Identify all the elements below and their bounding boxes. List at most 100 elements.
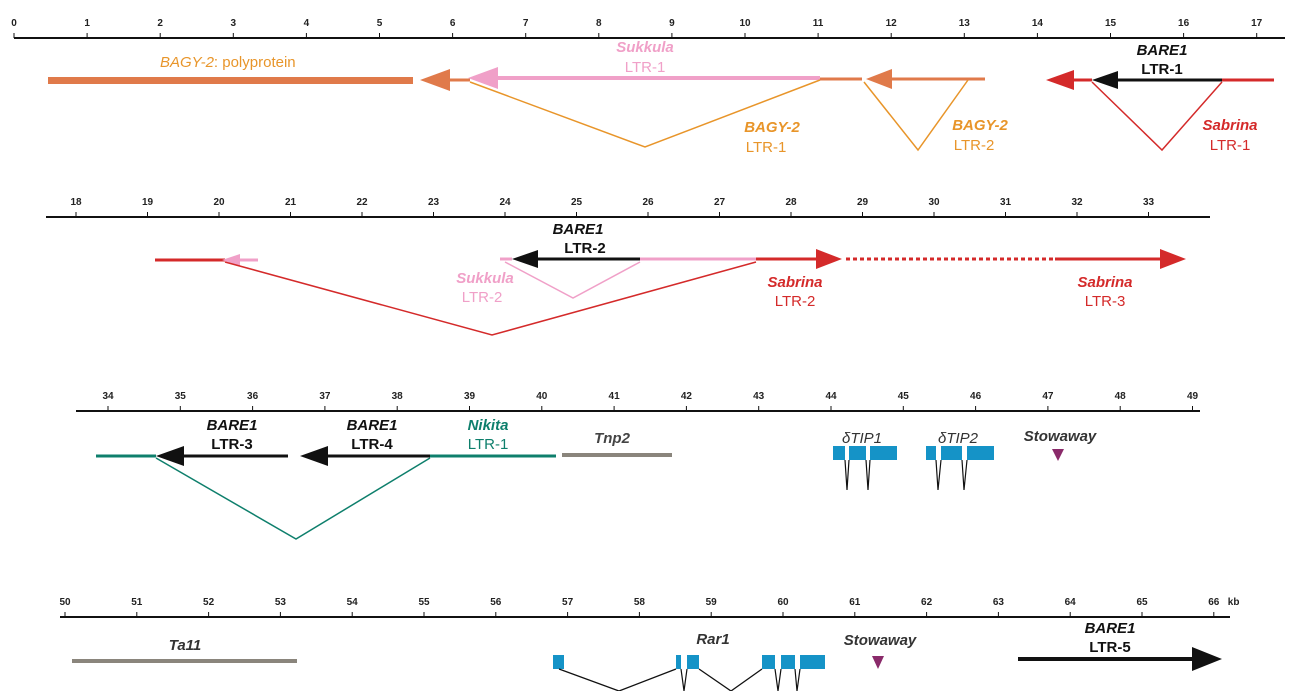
sabrina-ltr1-link [1091,81,1223,152]
scale-tick-label: 31 [1000,197,1012,208]
scale-tick-label: 33 [1143,197,1155,208]
scale-tick-label: 66 [1208,597,1220,608]
scale-tick-label: 35 [175,391,187,402]
scale-tick-label: 60 [777,597,789,608]
tnp2-label: Tnp2 [594,430,630,447]
sabrina-ltr1-arrowhead [1046,70,1074,90]
scale-tick-label: 3 [231,18,237,29]
scale-tick-label: 50 [59,597,71,608]
scale-tick-label: 41 [609,391,621,402]
dtip1-intron-2 [865,459,871,491]
scale-tick-label: 12 [886,18,898,29]
dtip2-label: δTIP2 [938,430,979,447]
sukkula-ltr1-name: Sukkula [616,39,674,56]
rar1-exon-3 [687,655,699,669]
scale-tick-label: 34 [102,391,114,402]
scale-tick-label: 16 [1178,18,1190,29]
scale-tick-label: 54 [347,597,359,608]
scale-tick-label: 62 [921,597,933,608]
dtip1-intron-1 [844,459,850,491]
rar1-label: Rar1 [696,631,729,648]
rar1-intron-5 [794,668,801,691]
row-2-features: BARE1 LTR-2 Sukkula LTR-2 Sabrina LTR-2 … [155,221,1186,336]
scale-tick-label: 44 [825,391,837,402]
bare1-ltr3-arrowhead [156,446,184,466]
bagy2-polyprotein-bar [48,77,413,84]
scale-tick-label: 9 [669,18,675,29]
scale-tick-label: 10 [739,18,751,29]
dtip2-exon-2 [941,446,962,460]
scale-tick-label: 4 [304,18,310,29]
dtip1-exon-2 [849,446,866,460]
scale-tick-label: 63 [993,597,1005,608]
scale-tick-label: 0 [11,18,17,29]
scale-tick-label: 43 [753,391,765,402]
sukkula-ltr1-arrowhead [468,67,498,89]
sabrina-ltr3-ltr: LTR-3 [1085,293,1126,310]
bare1-ltr3-ltr: LTR-3 [211,436,252,453]
sabrina-ltr2-arrowhead [816,249,842,269]
scale-tick-label: 30 [928,197,940,208]
rar1-intron-2 [680,668,688,691]
sukkula-ltr2-link [504,261,641,299]
scale-tick-label: 58 [634,597,646,608]
scale-tick-label: 13 [959,18,971,29]
scale-tick-label: 53 [275,597,287,608]
scale-tick-label: 57 [562,597,574,608]
scale-tick-label: 2 [157,18,163,29]
dtip2-exon-1 [926,446,936,460]
rar1-intron-4 [774,668,782,691]
scale-tick-label: 24 [499,197,511,208]
scale-tick-label: 45 [898,391,910,402]
scale-row-1: 0 1 2 3 4 5 6 7 8 9 10 11 12 13 14 15 16 17 [11,18,1285,39]
row-1-features: BAGY-2: polyprotein Sukkula LTR-1 BAGY-2… [48,39,1274,156]
scale-unit-label: kb [1228,597,1240,608]
scale-tick-label: 39 [464,391,476,402]
scale-tick-label: 26 [642,197,654,208]
ta11-label: Ta11 [169,637,202,654]
bare1-ltr1-name: BARE1 [1137,42,1188,59]
scale-tick-label: 52 [203,597,215,608]
scale-tick-label: 1 [84,18,90,29]
scale-tick-label: 11 [813,18,824,29]
scale-tick-label: 21 [285,197,297,208]
bare1-ltr5-name: BARE1 [1085,620,1136,637]
bagy2-ltr2-link [863,79,969,152]
bare1-ltr4-ltr: LTR-4 [351,436,393,453]
sabrina-ltr2-ltr: LTR-2 [775,293,816,310]
scale-tick-label: 51 [131,597,143,608]
bare1-ltr3-name: BARE1 [207,417,258,434]
row-4-features: Ta11 Rar1 Stowaway BARE1 LTR-5 [72,620,1222,691]
scale-tick-label: 17 [1251,18,1263,29]
stowaway-2-label: Stowaway [844,632,917,649]
rar1-exon-6 [800,655,825,669]
scale-row-4: 50 51 52 53 54 55 56 57 58 59 60 61 62 63 64 65 66 kb [59,597,1240,618]
rar1-exon-4 [762,655,775,669]
scale-tick-label: 36 [247,391,259,402]
bare1-ltr4-name: BARE1 [347,417,398,434]
dtip2-intron-2 [961,459,968,491]
sabrina-ltr1-ltr: LTR-1 [1210,137,1251,154]
scale-tick-label: 48 [1115,391,1127,402]
scale-tick-label: 20 [213,197,225,208]
scale-tick-label: 29 [857,197,869,208]
scale-tick-label: 49 [1187,391,1199,402]
scale-tick-label: 6 [450,18,456,29]
scale-tick-label: 28 [785,197,797,208]
rar1-exon-1 [553,655,564,669]
scale-tick-label: 23 [428,197,440,208]
scale-tick-label: 8 [596,18,602,29]
bagy2-ltr1-ltr: LTR-1 [746,139,787,156]
bagy2-ltr2-name: BAGY-2 [952,117,1008,134]
nikita-ltr1-link [155,457,431,540]
scale-tick-label: 27 [714,197,726,208]
dtip1-exon-3 [870,446,897,460]
sabrina-ltr1-name: Sabrina [1202,117,1257,134]
scale-tick-label: 5 [377,18,383,29]
scale-tick-label: 59 [706,597,718,608]
bare1-ltr2-name: BARE1 [553,221,604,238]
bare1-ltr2-arrowhead [512,250,538,268]
bare1-ltr1-arrowhead [1092,71,1118,89]
scale-tick-label: 14 [1032,18,1044,29]
rar1-exon-2 [676,655,681,669]
